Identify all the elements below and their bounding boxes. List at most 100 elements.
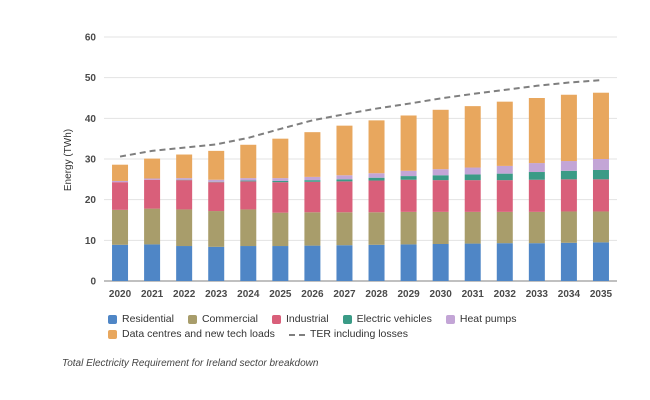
bar-data-centres-and-new-tech-loads-2022 [176, 154, 193, 179]
bar-commercial-2020 [112, 209, 129, 245]
bar-commercial-2027 [336, 212, 353, 246]
commercial-swatch [187, 315, 197, 324]
bar-heat-pumps-2023 [208, 179, 225, 182]
legend-item-industrial: Industrial [271, 312, 329, 327]
bar-residential-2031 [464, 243, 481, 281]
x-tick-2028: 2028 [365, 289, 388, 300]
bar-stack-2027 [336, 125, 353, 281]
x-tick-2020: 2020 [109, 289, 132, 300]
bar-industrial-2022 [176, 180, 193, 210]
x-tick-2030: 2030 [430, 289, 453, 300]
bar-residential-2024 [240, 246, 257, 281]
bar-commercial-2021 [144, 208, 161, 245]
bar-commercial-2035 [592, 211, 609, 243]
bar-industrial-2024 [240, 181, 257, 210]
bar-heat-pumps-2026 [304, 176, 321, 181]
x-tick-2033: 2033 [526, 289, 549, 300]
bar-stack-2026 [304, 132, 321, 281]
bar-residential-2033 [528, 243, 545, 281]
x-tick-2027: 2027 [333, 289, 356, 300]
legend-label-residential: Residential [122, 313, 174, 325]
bar-residential-2034 [560, 242, 577, 281]
bar-stack-2023 [208, 150, 225, 281]
bar-data-centres-and-new-tech-loads-2024 [240, 144, 257, 179]
bar-electric-vehicles-2027 [336, 179, 353, 182]
bar-electric-vehicles-2034 [560, 170, 577, 180]
x-tick-2032: 2032 [494, 289, 517, 300]
bar-industrial-2035 [592, 179, 609, 212]
bar-heat-pumps-2022 [176, 178, 193, 180]
bar-industrial-2026 [304, 181, 321, 213]
bar-electric-vehicles-2028 [368, 177, 385, 181]
bar-industrial-2034 [560, 179, 577, 212]
y-tick-60: 60 [85, 33, 97, 44]
bar-electric-vehicles-2029 [400, 176, 417, 180]
bar-electric-vehicles-2033 [528, 172, 545, 180]
ter-line [119, 79, 602, 158]
bar-commercial-2026 [304, 212, 321, 246]
bar-data-centres-and-new-tech-loads-2031 [464, 106, 481, 168]
bar-electric-vehicles-2030 [432, 175, 449, 181]
bar-residential-2026 [304, 245, 321, 281]
bar-electric-vehicles-2026 [304, 180, 321, 182]
bar-heat-pumps-2033 [528, 163, 545, 173]
bar-commercial-2030 [432, 211, 449, 244]
heat-pumps-swatch [445, 315, 455, 324]
bar-industrial-2028 [368, 180, 385, 213]
bar-stack-2021 [144, 158, 161, 281]
bar-residential-2027 [336, 245, 353, 281]
bar-heat-pumps-2034 [560, 161, 577, 171]
bar-stack-2024 [240, 144, 257, 281]
bar-heat-pumps-2029 [400, 170, 417, 177]
bar-data-centres-and-new-tech-loads-2025 [272, 138, 289, 179]
legend-item-data-centres: Data centres and new tech loads [108, 327, 275, 342]
legend-item-ev: Electric vehicles [342, 312, 432, 327]
bar-industrial-2031 [464, 180, 481, 212]
bar-stack-2022 [176, 154, 193, 281]
bar-stack-2032 [496, 101, 513, 281]
bar-data-centres-and-new-tech-loads-2028 [368, 120, 385, 174]
x-tick-2023: 2023 [205, 289, 228, 300]
bar-heat-pumps-2024 [240, 178, 257, 181]
bar-industrial-2020 [112, 182, 129, 210]
bar-stack-2030 [432, 109, 449, 281]
x-tick-2035: 2035 [590, 289, 613, 300]
x-tick-labels: 2020 2021 2022 2023 2024 2025 2026 2027 2028 2029… [109, 289, 613, 300]
bar-electric-vehicles-2024 [240, 180, 257, 182]
bar-heat-pumps-2025 [272, 178, 289, 181]
bar-data-centres-and-new-tech-loads-2034 [560, 94, 577, 162]
bar-data-centres-and-new-tech-loads-2027 [336, 125, 353, 176]
bar-heat-pumps-2032 [496, 165, 513, 174]
bar-data-centres-and-new-tech-loads-2035 [592, 92, 609, 159]
legend-label-ter: TER including losses [309, 328, 408, 340]
y-tick-40: 40 [85, 114, 97, 125]
bar-heat-pumps-2035 [592, 159, 609, 170]
bar-stack-2031 [464, 106, 481, 281]
bar-electric-vehicles-2025 [272, 180, 289, 183]
bar-stack-2028 [368, 120, 385, 281]
industrial-swatch [271, 315, 281, 324]
bar-commercial-2024 [240, 209, 257, 247]
bar-industrial-2023 [208, 182, 225, 212]
bar-data-centres-and-new-tech-loads-2029 [400, 115, 417, 171]
y-tick-20: 20 [85, 195, 97, 206]
bar-data-centres-and-new-tech-loads-2033 [528, 98, 545, 164]
bar-data-centres-and-new-tech-loads-2020 [112, 164, 129, 181]
bar-residential-2035 [592, 242, 609, 281]
bar-heat-pumps-2028 [368, 173, 385, 178]
bar-commercial-2031 [464, 211, 481, 244]
bar-heat-pumps-2030 [432, 169, 449, 176]
bar-heat-pumps-2020 [112, 180, 129, 183]
bar-industrial-2021 [144, 179, 161, 209]
bar-commercial-2033 [528, 211, 545, 244]
y-tick-0: 0 [90, 277, 96, 288]
x-tick-2026: 2026 [301, 289, 324, 300]
x-tick-2022: 2022 [173, 289, 196, 300]
bar-data-centres-and-new-tech-loads-2030 [432, 109, 449, 170]
legend-label-data-centres: Data centres and new tech loads [122, 328, 275, 340]
ev-swatch [342, 315, 352, 324]
bar-electric-vehicles-2032 [496, 173, 513, 181]
legend-label-ev: Electric vehicles [356, 313, 432, 325]
bar-data-centres-and-new-tech-loads-2021 [144, 158, 161, 179]
